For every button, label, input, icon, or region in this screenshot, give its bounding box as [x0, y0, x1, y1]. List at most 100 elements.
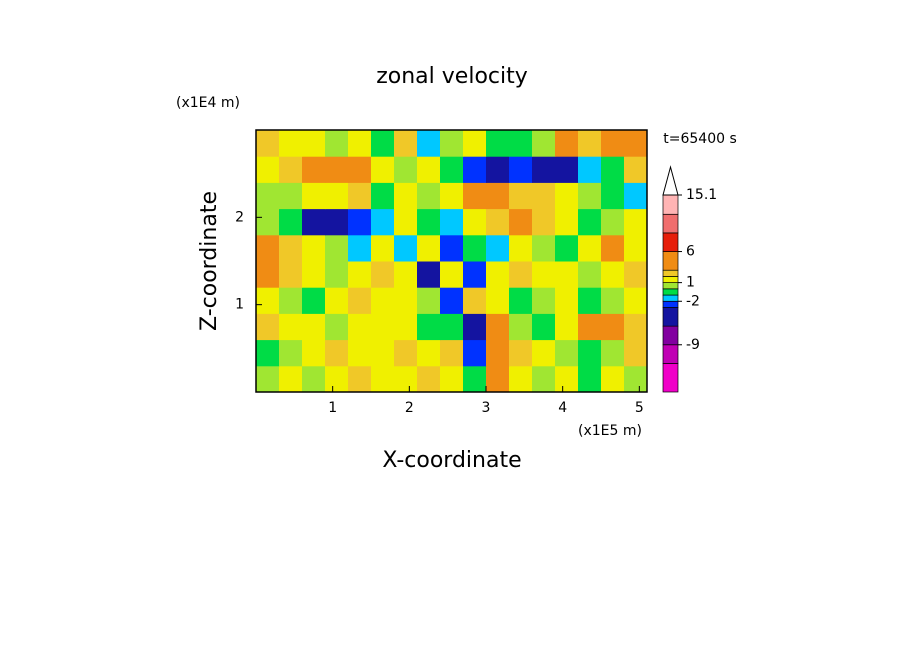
- field-cell: [601, 130, 625, 157]
- field-cell: [624, 234, 648, 262]
- field-cell: [394, 234, 418, 262]
- field-cell: [302, 339, 326, 367]
- x-tick-label: 1: [328, 400, 337, 416]
- field-cell: [417, 156, 441, 183]
- field-cell: [463, 261, 487, 288]
- field-cell: [417, 287, 441, 314]
- field-cell: [486, 365, 510, 393]
- field-cell: [302, 313, 326, 341]
- field-cell: [555, 182, 579, 210]
- field-cell: [486, 182, 510, 210]
- field-cell: [302, 130, 326, 157]
- colorbar-box: [662, 194, 679, 215]
- chart-title: zonal velocity: [376, 64, 528, 89]
- field-cell: [417, 261, 441, 288]
- y-unit: (x1E4 m): [176, 95, 240, 111]
- field-cell: [325, 130, 349, 157]
- colorbar-label: 15.1: [686, 187, 717, 203]
- time-annotation: t=65400 s: [663, 131, 737, 147]
- field-cell: [509, 261, 533, 288]
- colorbar-box: [662, 307, 679, 327]
- field-cell: [256, 261, 280, 288]
- field-cell: [440, 130, 464, 157]
- field-cell: [486, 287, 510, 314]
- field-cell: [624, 130, 648, 157]
- field-cell: [463, 208, 487, 236]
- field-cell: [348, 365, 372, 393]
- field-cell: [509, 365, 533, 393]
- field-cell: [532, 156, 556, 183]
- colorbar-box: [662, 294, 679, 302]
- field-cell: [279, 234, 303, 262]
- field-cell: [279, 130, 303, 157]
- field-cell: [440, 313, 464, 341]
- field-cell: [256, 365, 280, 393]
- field-cell: [417, 339, 441, 367]
- colorbar-box: [662, 300, 679, 308]
- colorbar-box: [662, 325, 679, 346]
- field-cell: [532, 234, 556, 262]
- field-cell: [371, 261, 395, 288]
- field-cell: [256, 313, 280, 341]
- y-tick-label: 1: [235, 297, 244, 313]
- field-cell: [578, 261, 602, 288]
- field-cell: [394, 313, 418, 341]
- field-cell: [348, 156, 372, 183]
- field-cell: [348, 208, 372, 236]
- field-cell: [371, 287, 395, 314]
- field-cell: [302, 365, 326, 393]
- field-cell: [256, 182, 280, 210]
- field-cell: [509, 130, 533, 157]
- field-cell: [578, 130, 602, 157]
- field-cell: [256, 156, 280, 183]
- field-cell: [624, 208, 648, 236]
- field-cell: [302, 182, 326, 210]
- field-cell: [394, 287, 418, 314]
- field-cell: [532, 261, 556, 288]
- field-cell: [325, 287, 349, 314]
- colorbar-label: -2: [686, 293, 700, 309]
- x-tick-label: 2: [405, 400, 414, 416]
- field-cell: [348, 182, 372, 210]
- field-cell: [417, 365, 441, 393]
- field-cell: [440, 208, 464, 236]
- field-cell: [325, 182, 349, 210]
- field-cell: [578, 156, 602, 183]
- colorbar-box: [662, 251, 679, 271]
- field-cell: [440, 339, 464, 367]
- field-cell: [509, 182, 533, 210]
- field-cell: [325, 365, 349, 393]
- field-cell: [486, 156, 510, 183]
- field-cell: [578, 365, 602, 393]
- field-cell: [394, 208, 418, 236]
- field-cell: [371, 156, 395, 183]
- field-cell: [624, 313, 648, 341]
- x-axis-title: X-coordinate: [382, 448, 521, 473]
- field-cell: [348, 130, 372, 157]
- colorbar-box: [662, 232, 679, 252]
- field-cell: [601, 156, 625, 183]
- field-cell: [394, 261, 418, 288]
- field-cell: [279, 182, 303, 210]
- field-cell: [371, 313, 395, 341]
- field-cell: [417, 313, 441, 341]
- field-cell: [509, 234, 533, 262]
- field-cell: [624, 156, 648, 183]
- field-cell: [417, 234, 441, 262]
- field-cell: [624, 287, 648, 314]
- field-cell: [417, 208, 441, 236]
- colorbar-label: 6: [686, 244, 695, 260]
- colorbar-label: -9: [686, 337, 700, 353]
- field-cell: [509, 156, 533, 183]
- field-cell: [394, 156, 418, 183]
- field-cell: [555, 339, 579, 367]
- colorbar-box: [662, 269, 679, 277]
- colorbar-box: [662, 213, 679, 234]
- colorbar-box: [662, 288, 679, 296]
- field-cell: [555, 287, 579, 314]
- field-cell: [440, 261, 464, 288]
- field-cell: [302, 234, 326, 262]
- field-cell: [440, 365, 464, 393]
- field-cell: [624, 365, 648, 393]
- field-cell: [279, 261, 303, 288]
